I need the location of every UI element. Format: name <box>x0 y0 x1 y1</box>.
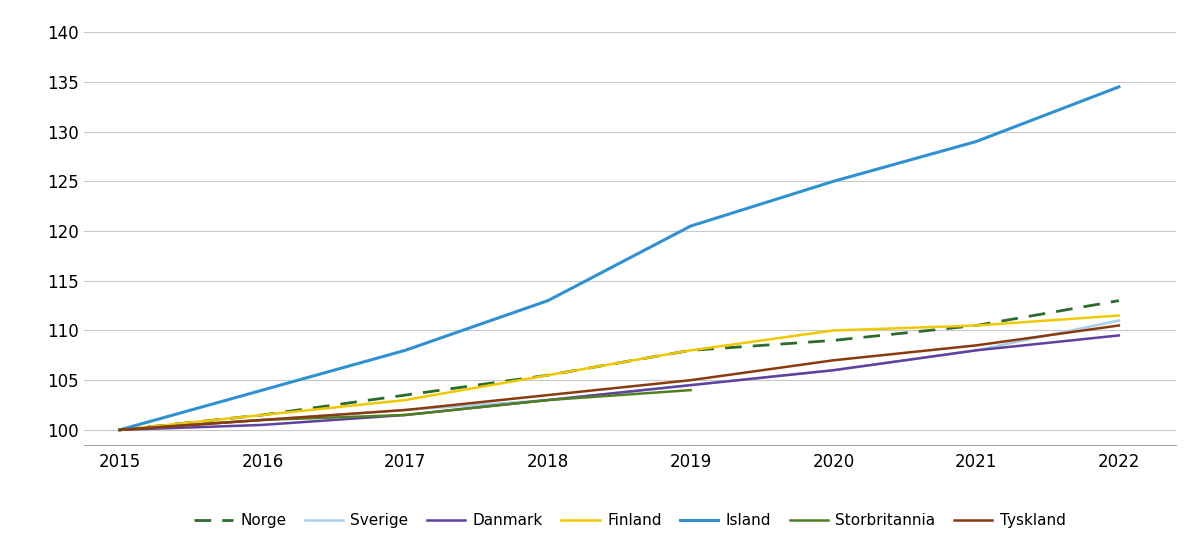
Finland <box>684 347 698 354</box>
Storbritannia <box>398 411 413 418</box>
Line: Danmark: Danmark <box>120 335 1118 430</box>
Island <box>113 426 127 433</box>
Line: Island: Island <box>120 87 1118 430</box>
Danmark <box>684 382 698 389</box>
Finland <box>541 372 556 379</box>
Island <box>256 387 270 394</box>
Tyskland <box>541 392 556 399</box>
Sverige <box>398 406 413 413</box>
Line: Sverige: Sverige <box>120 320 1118 430</box>
Island <box>398 347 413 354</box>
Norge <box>398 392 413 399</box>
Finland <box>256 411 270 418</box>
Tyskland <box>684 377 698 384</box>
Sverige <box>827 367 841 374</box>
Norge <box>113 426 127 433</box>
Finland <box>113 426 127 433</box>
Norge <box>684 347 698 354</box>
Finland <box>398 397 413 404</box>
Sverige <box>1111 317 1126 324</box>
Sverige <box>684 382 698 389</box>
Danmark <box>398 411 413 418</box>
Tyskland <box>398 406 413 413</box>
Storbritannia <box>541 397 556 404</box>
Danmark <box>541 397 556 404</box>
Danmark <box>827 367 841 374</box>
Tyskland <box>1111 322 1126 329</box>
Tyskland <box>113 426 127 433</box>
Island <box>684 223 698 230</box>
Tyskland <box>256 416 270 423</box>
Tyskland <box>827 357 841 364</box>
Line: Norge: Norge <box>120 301 1118 430</box>
Norge <box>541 372 556 379</box>
Storbritannia <box>256 416 270 423</box>
Storbritannia <box>113 426 127 433</box>
Danmark <box>256 421 270 428</box>
Island <box>968 138 983 145</box>
Norge <box>256 411 270 418</box>
Danmark <box>968 347 983 354</box>
Finland <box>1111 312 1126 319</box>
Island <box>827 178 841 185</box>
Danmark <box>113 426 127 433</box>
Sverige <box>968 347 983 354</box>
Island <box>1111 83 1126 90</box>
Storbritannia <box>684 387 698 394</box>
Line: Tyskland: Tyskland <box>120 325 1118 430</box>
Tyskland <box>968 342 983 349</box>
Legend: Norge, Sverige, Danmark, Finland, Island, Storbritannia, Tyskland: Norge, Sverige, Danmark, Finland, Island… <box>188 508 1072 534</box>
Norge <box>1111 297 1126 304</box>
Line: Finland: Finland <box>120 316 1118 430</box>
Island <box>541 297 556 304</box>
Finland <box>827 327 841 334</box>
Danmark <box>1111 332 1126 339</box>
Line: Storbritannia: Storbritannia <box>120 390 691 430</box>
Finland <box>968 322 983 329</box>
Sverige <box>256 416 270 423</box>
Sverige <box>113 426 127 433</box>
Norge <box>827 337 841 344</box>
Norge <box>968 322 983 329</box>
Sverige <box>541 397 556 404</box>
